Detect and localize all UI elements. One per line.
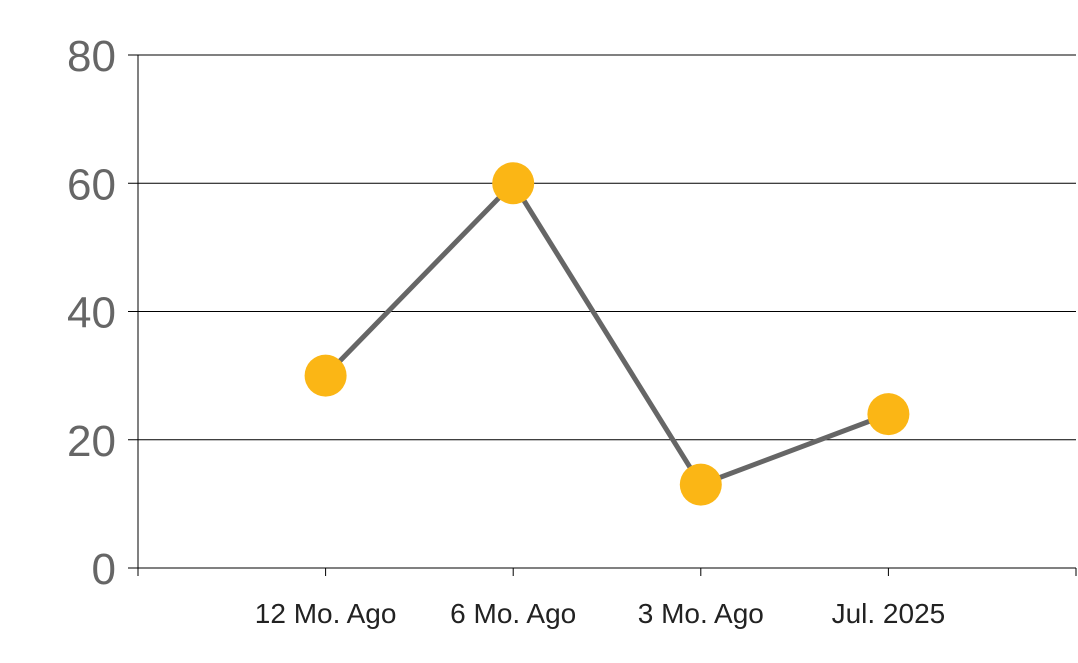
series-line — [323, 180, 890, 488]
x-tick-label: 12 Mo. Ago — [255, 598, 397, 629]
y-tick-label: 80 — [67, 32, 116, 81]
x-tick-label: 6 Mo. Ago — [450, 598, 576, 629]
data-point — [304, 354, 347, 397]
axes — [128, 54, 1077, 576]
x-tick-label: 3 Mo. Ago — [638, 598, 764, 629]
y-tick-label: 20 — [67, 417, 116, 466]
y-tick-label: 60 — [67, 160, 116, 209]
data-point — [492, 162, 535, 205]
data-point — [679, 463, 722, 506]
series — [304, 162, 910, 506]
y-tick-label: 40 — [67, 289, 116, 338]
data-point — [867, 393, 910, 436]
gridlines — [138, 54, 1076, 441]
x-tick-labels: 12 Mo. Ago 6 Mo. Ago 3 Mo. Ago Jul. 2025 — [255, 598, 945, 629]
y-tick-label: 0 — [92, 545, 116, 594]
x-tick-label: Jul. 2025 — [832, 598, 946, 629]
y-tick-labels: 0 20 40 60 80 — [67, 32, 116, 594]
